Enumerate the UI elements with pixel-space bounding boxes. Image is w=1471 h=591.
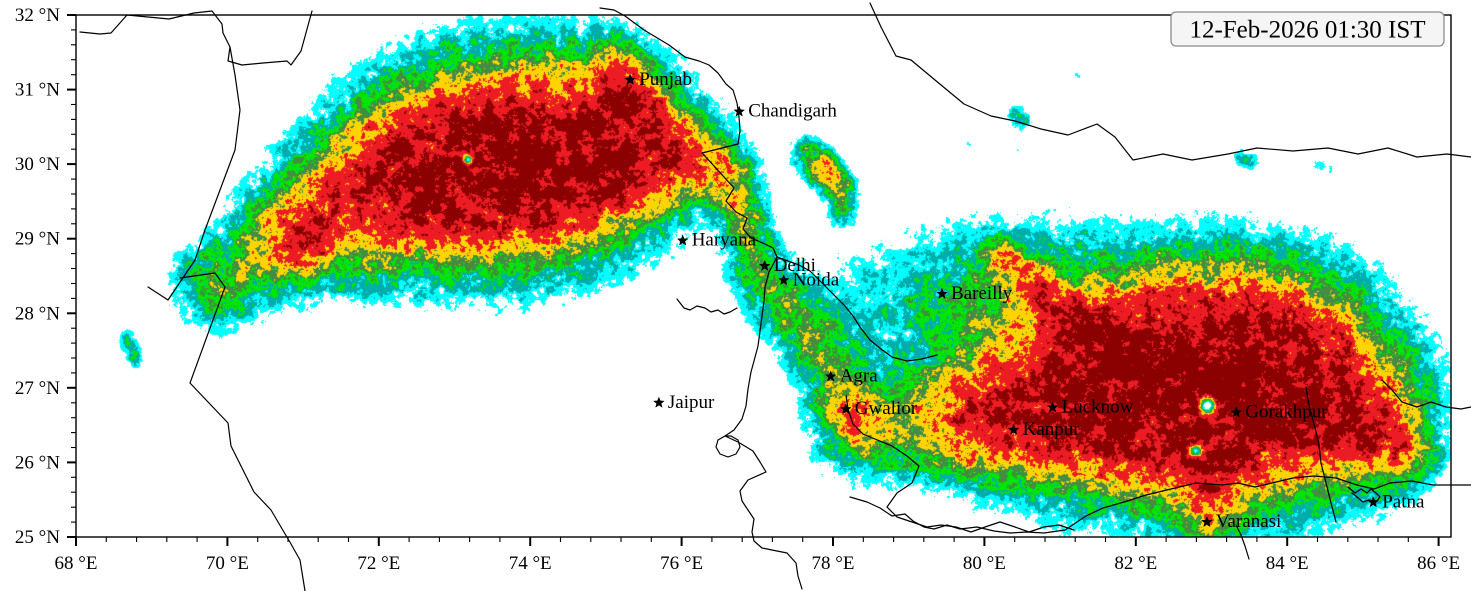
svg-text:78 °E: 78 °E (812, 553, 855, 574)
svg-text:Varanasi: Varanasi (1216, 511, 1281, 532)
svg-text:80 °E: 80 °E (963, 553, 1006, 574)
svg-text:Chandigarh: Chandigarh (748, 101, 837, 122)
svg-text:28 °N: 28 °N (15, 303, 60, 324)
svg-text:86 °E: 86 °E (1417, 553, 1460, 574)
svg-text:31 °N: 31 °N (15, 80, 60, 101)
svg-text:Jaipur: Jaipur (668, 392, 715, 413)
svg-text:25 °N: 25 °N (15, 527, 60, 548)
svg-text:Agra: Agra (840, 366, 879, 387)
svg-text:12-Feb-2026 01:30 IST: 12-Feb-2026 01:30 IST (1189, 17, 1425, 44)
svg-text:Kanpur: Kanpur (1023, 419, 1081, 440)
svg-text:29 °N: 29 °N (15, 229, 60, 250)
svg-text:74 °E: 74 °E (509, 553, 552, 574)
svg-text:Noida: Noida (793, 269, 840, 290)
svg-text:32 °N: 32 °N (15, 5, 60, 26)
svg-text:68 °E: 68 °E (55, 553, 98, 574)
svg-text:76 °E: 76 °E (660, 553, 703, 574)
svg-text:Patna: Patna (1382, 491, 1425, 512)
svg-text:72 °E: 72 °E (357, 553, 400, 574)
svg-text:27 °N: 27 °N (15, 378, 60, 399)
svg-text:70 °E: 70 °E (206, 553, 249, 574)
svg-text:84 °E: 84 °E (1266, 553, 1309, 574)
svg-text:26 °N: 26 °N (15, 452, 60, 473)
svg-text:Gwalior: Gwalior (855, 398, 918, 419)
svg-text:Gorakhpur: Gorakhpur (1245, 401, 1328, 422)
svg-text:82 °E: 82 °E (1114, 553, 1157, 574)
svg-text:Lucknow: Lucknow (1062, 397, 1134, 418)
svg-text:30 °N: 30 °N (15, 154, 60, 175)
svg-text:Haryana: Haryana (692, 230, 757, 251)
svg-text:Punjab: Punjab (639, 69, 692, 90)
svg-text:Bareilly: Bareilly (951, 283, 1013, 304)
